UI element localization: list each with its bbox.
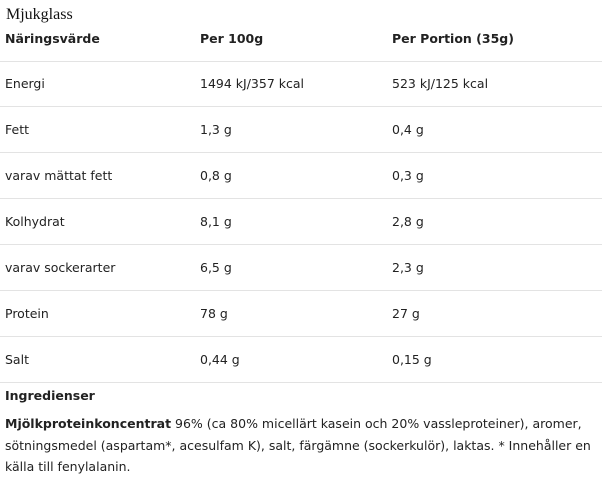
table-cell: Kolhydrat [5, 214, 65, 229]
header-cell: Per 100g [200, 31, 264, 46]
table-cell: 2,3 g [392, 260, 424, 275]
table-cell: Fett [5, 122, 29, 137]
table-cell: Protein [5, 306, 49, 321]
row-divider [0, 152, 602, 153]
table-cell: 523 kJ/125 kcal [392, 76, 489, 91]
table-cell: 0,44 g [200, 352, 240, 367]
row-divider [0, 244, 602, 245]
table-cell: 2,8 g [392, 214, 424, 229]
ingredients-text: Mjölkproteinkoncentrat 96% (ca 80% micel… [5, 413, 601, 478]
table-cell: varav sockerarter [5, 260, 116, 275]
ingredients-body: 96% (ca 80% micellärt kasein och 20% vas… [5, 416, 591, 474]
table-cell: 1,3 g [200, 122, 232, 137]
table-cell: 0,8 g [200, 168, 232, 183]
table-cell: 0,3 g [392, 168, 424, 183]
table-cell: Salt [5, 352, 29, 367]
header-cell: Per Portion (35g) [392, 31, 514, 46]
table-cell: 1494 kJ/357 kcal [200, 76, 304, 91]
table-cell: varav mättat fett [5, 168, 113, 183]
title: Mjukglass [6, 6, 73, 23]
row-divider [0, 290, 602, 291]
ingredients-bold: Mjölkproteinkoncentrat [5, 416, 172, 431]
row-divider [0, 336, 602, 337]
table-cell: Energi [5, 76, 45, 91]
table-cell: 27 g [392, 306, 420, 321]
ingredients-heading: Ingredienser [5, 388, 95, 403]
table-cell: 8,1 g [200, 214, 232, 229]
table-cell: 78 g [200, 306, 228, 321]
row-divider [0, 198, 602, 199]
table-cell: 0,15 g [392, 352, 432, 367]
table-cell: 0,4 g [392, 122, 424, 137]
row-divider [0, 61, 602, 62]
row-divider [0, 382, 602, 383]
row-divider [0, 106, 602, 107]
header-cell: Näringsvärde [5, 31, 100, 46]
table-cell: 6,5 g [200, 260, 232, 275]
